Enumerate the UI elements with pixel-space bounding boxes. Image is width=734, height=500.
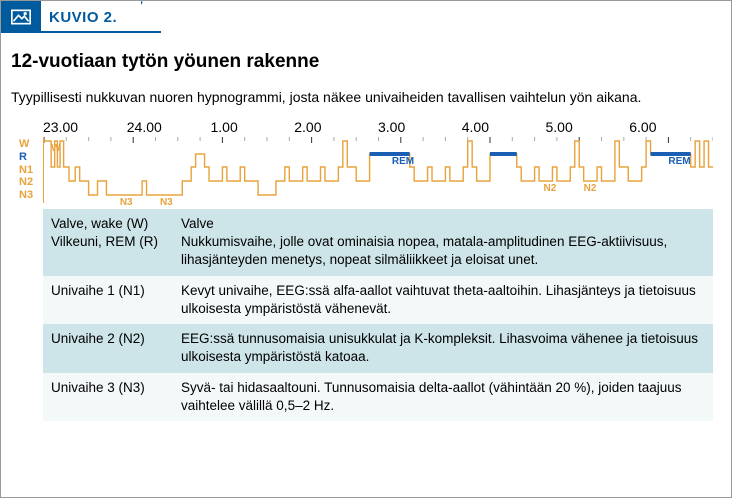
table-cell-desc: Syvä- tai hidasaaltouni. Tunnusomaisia d…	[173, 373, 713, 421]
table-row: Valve, wake (W)Vilkeuni, REM (R)ValveNuk…	[43, 209, 713, 276]
table-cell-desc: Kevyt univaihe, EEG:ssä alfa-aallot vaih…	[173, 276, 713, 324]
inline-stage-annotation: N2	[584, 183, 597, 194]
table-row: Univaihe 2 (N2)EEG:ssä tunnusomaisia uni…	[43, 324, 713, 372]
stage-label-R: R	[19, 152, 43, 163]
table-cell-desc: EEG:ssä tunnusomaisia unisukkulat ja K-k…	[173, 324, 713, 372]
time-label: 5.00	[546, 119, 630, 135]
figure-label: KUVIO 2.	[41, 9, 117, 26]
inline-stage-annotation: N2	[544, 183, 557, 194]
stage-label-N3: N3	[19, 190, 43, 201]
time-label: 23.00	[43, 119, 127, 135]
figure-subtitle: Tyypillisesti nukkuvan nuoren hypnogramm…	[1, 79, 731, 119]
hypnogram-chart: 23.0024.001.002.003.004.005.006.00 WRN1N…	[1, 119, 731, 203]
legend-table-el: Valve, wake (W)Vilkeuni, REM (R)ValveNuk…	[43, 209, 713, 421]
image-icon	[1, 1, 41, 33]
time-label: 6.00	[629, 119, 713, 135]
inline-stage-annotation: N3	[120, 197, 133, 208]
inline-stage-annotation: N3	[160, 197, 173, 208]
table-cell-term: Univaihe 1 (N1)	[43, 276, 173, 324]
legend-table: Valve, wake (W)Vilkeuni, REM (R)ValveNuk…	[43, 209, 713, 421]
figure-header: KUVIO 2.	[1, 1, 731, 33]
table-cell-term: Univaihe 3 (N3)	[43, 373, 173, 421]
inline-stage-annotation: REM	[392, 156, 414, 167]
time-label: 2.00	[294, 119, 378, 135]
figure-title: 12-vuotiaan tytön yöunen rakenne	[1, 33, 731, 79]
header-underline	[1, 31, 161, 33]
inline-stage-annotation: REM	[668, 156, 690, 167]
hypnogram-plot: WN3N3REMN2N2REM	[43, 137, 713, 203]
table-cell-desc: ValveNukkumisvaihe, jolle ovat ominaisia…	[173, 209, 713, 276]
table-row: Univaihe 1 (N1)Kevyt univaihe, EEG:ssä a…	[43, 276, 713, 324]
stage-label-N2: N2	[19, 177, 43, 188]
stage-label-N1: N1	[19, 165, 43, 176]
time-label: 4.00	[462, 119, 546, 135]
hypnogram-svg	[44, 137, 713, 203]
stage-label-W: W	[19, 139, 43, 150]
time-label: 24.00	[127, 119, 211, 135]
time-label: 1.00	[211, 119, 295, 135]
time-label: 3.00	[378, 119, 462, 135]
time-axis: 23.0024.001.002.003.004.005.006.00	[43, 119, 713, 135]
figure-container: KUVIO 2. 12-vuotiaan tytön yöunen rakenn…	[0, 0, 732, 498]
y-axis-labels: WR N1N2 N3	[19, 137, 43, 203]
table-cell-term: Univaihe 2 (N2)	[43, 324, 173, 372]
inline-stage-annotation: W	[51, 143, 60, 154]
hypnogram-area: WRN1N2N3 WN3N3REMN2N2REM	[19, 137, 713, 203]
table-cell-term: Valve, wake (W)Vilkeuni, REM (R)	[43, 209, 173, 276]
table-row: Univaihe 3 (N3)Syvä- tai hidasaaltouni. …	[43, 373, 713, 421]
header-slash	[141, 1, 171, 33]
